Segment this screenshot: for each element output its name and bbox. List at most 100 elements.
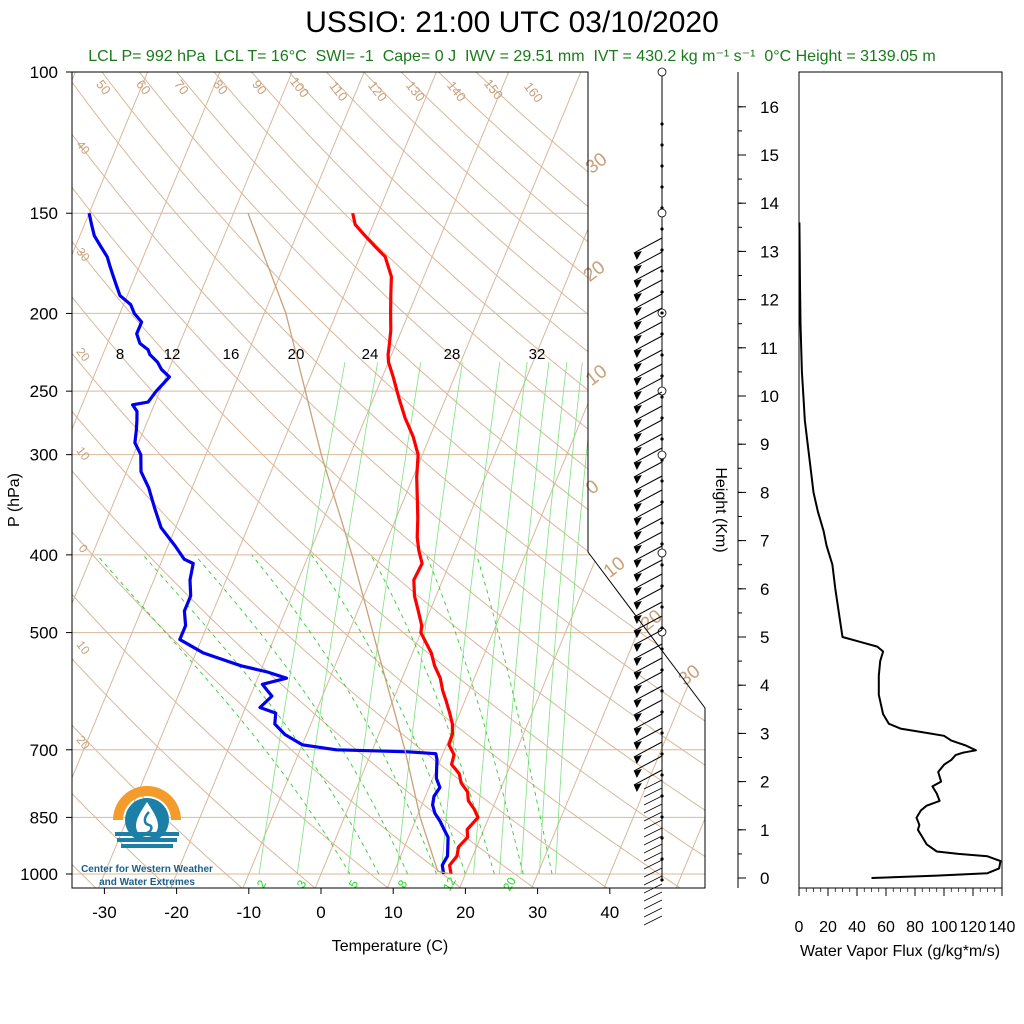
- y-axis-label: P (hPa): [6, 473, 23, 527]
- wind-level-dot: [660, 836, 664, 840]
- wind-barb: [633, 279, 663, 296]
- flux-x-tick-label: 80: [906, 919, 924, 936]
- parcel-path: [247, 212, 452, 875]
- mixing-ratio-line: [396, 362, 463, 875]
- x-tick-label: -30: [92, 903, 117, 922]
- wind-barb: [633, 433, 663, 450]
- wind-level-dot: [660, 878, 664, 882]
- dry-adiabat: [72, 72, 393, 888]
- moist-adiabat: [370, 554, 495, 875]
- isotherm-label: 60: [133, 77, 154, 98]
- wind-barb-flag: [633, 447, 642, 457]
- wind-level-dot: [660, 752, 664, 756]
- x-tick-label: 40: [600, 903, 619, 922]
- height-tick-label: 2: [760, 773, 769, 792]
- wind-barb: [633, 237, 663, 254]
- wind-barb: [643, 795, 663, 806]
- wind-barb: [633, 755, 663, 772]
- x-tick-label: 20: [456, 903, 475, 922]
- dry-adiabat: [72, 72, 705, 888]
- wind-barb: [633, 377, 663, 394]
- wind-level-dot: [660, 458, 664, 462]
- isotherm-line: [747, 54, 1024, 891]
- x-tick-label: -20: [164, 903, 189, 922]
- flux-x-axis-label: Water Vapor Flux (g/kg*m/s): [800, 943, 1000, 960]
- wind-barb-flag: [633, 699, 642, 709]
- wind-barb: [633, 699, 663, 716]
- wind-barb: [633, 531, 663, 548]
- wind-level-dot: [660, 815, 664, 819]
- isotherm-line: [72, 72, 228, 888]
- y-tick-label: 250: [30, 382, 58, 401]
- wind-level-dot: [660, 353, 664, 357]
- wind-barb-flag: [633, 475, 642, 485]
- skewt-background: [0, 54, 1024, 891]
- isotherm-label: 0: [582, 476, 603, 499]
- wind-level-dot: [660, 374, 664, 378]
- wind-barb-flag: [633, 545, 642, 555]
- wind-barb-flag: [633, 713, 642, 723]
- wind-barb: [633, 657, 663, 674]
- wind-barb-flag: [633, 307, 642, 317]
- wind-barb-flag: [633, 671, 642, 681]
- iwv-value: IWV = 29.51 mm: [464, 48, 585, 65]
- wind-barb-flag: [633, 321, 642, 331]
- wind-barb-flag: [633, 279, 642, 289]
- mixing-ratio-label: 20: [500, 874, 519, 893]
- wind-level-dot: [660, 563, 664, 567]
- isotherm-line: [0, 54, 11, 891]
- wind-barb-flag: [633, 419, 642, 429]
- wind-barb: [643, 859, 663, 870]
- wind-barb-flag: [633, 391, 642, 401]
- height-tick-label: 7: [760, 532, 769, 551]
- wind-level-dot: [660, 311, 664, 315]
- isotherm-label: 20: [74, 345, 93, 364]
- wind-level-dot: [660, 332, 664, 336]
- wind-barb: [633, 671, 663, 688]
- wind-level-dot: [660, 521, 664, 525]
- wind-level-dot: [660, 437, 664, 441]
- height-tick-label: 5: [760, 628, 769, 647]
- wind-barb-flag: [633, 629, 642, 639]
- height-tick-label: 13: [760, 242, 779, 261]
- wind-barb: [633, 727, 663, 744]
- wind-barb: [633, 447, 663, 464]
- wind-level-dot: [660, 542, 664, 546]
- wind-barb: [633, 545, 663, 562]
- skewt-border: [71, 71, 706, 889]
- isotherm-line: [602, 72, 705, 888]
- wind-barb: [633, 265, 663, 282]
- dry-adiabat: [72, 72, 705, 888]
- skewt-profiles: [87, 212, 480, 875]
- height-tick-label: 4: [760, 676, 769, 695]
- wind-calm-circle: [657, 450, 667, 460]
- wind-level-dot: [660, 731, 664, 735]
- wind-barb: [633, 363, 663, 380]
- wind-barb: [633, 251, 663, 268]
- height-tick-label: 12: [760, 291, 779, 310]
- isotherm-label: 110: [326, 78, 351, 104]
- wind-barb: [633, 615, 663, 632]
- mixing-ratio-line: [473, 362, 528, 875]
- dry-adiabat: [288, 72, 705, 888]
- isotherm-line: [457, 72, 705, 888]
- wind-barb-flag: [633, 517, 642, 527]
- wind-barb-flag: [633, 783, 642, 793]
- wind-barb: [643, 851, 663, 862]
- wind-barb: [633, 573, 663, 590]
- wind-barb-flag: [633, 727, 642, 737]
- wind-barb: [633, 643, 663, 660]
- wind-level-dot: [660, 269, 664, 273]
- height-tick-label: 10: [760, 387, 779, 406]
- wind-barb-flag: [633, 573, 642, 583]
- wind-barb: [643, 803, 663, 814]
- wind-barb-flag: [633, 293, 642, 303]
- wind-level-dot: [660, 290, 664, 294]
- wind-level-dot: [660, 164, 664, 168]
- dry-adiabat: [363, 72, 705, 888]
- wind-level-dot: [660, 206, 664, 210]
- skewt-frame: [71, 71, 706, 889]
- moist-adiabat: [96, 554, 351, 875]
